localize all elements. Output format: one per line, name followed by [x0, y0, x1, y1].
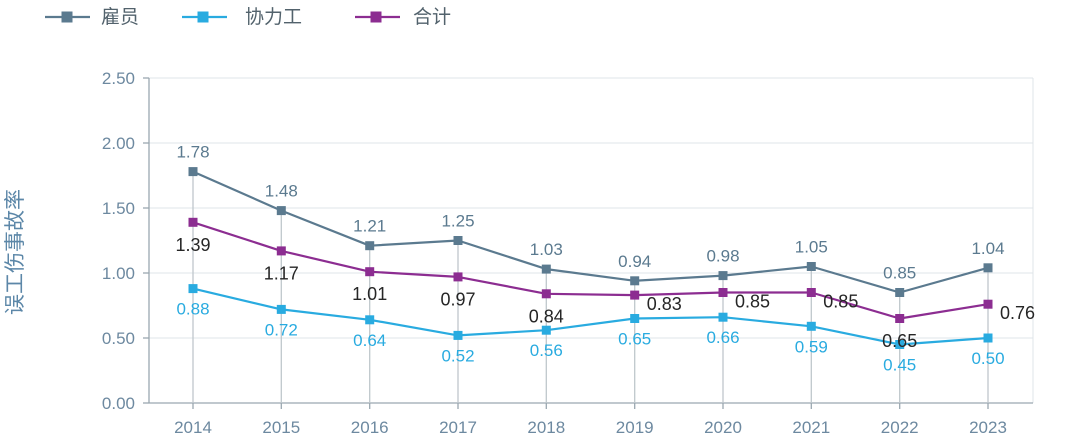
svg-text:雇员: 雇员 — [101, 6, 139, 28]
svg-text:2018: 2018 — [527, 418, 565, 437]
svg-text:2014: 2014 — [174, 418, 212, 437]
svg-text:1.25: 1.25 — [441, 212, 474, 231]
svg-text:2016: 2016 — [351, 418, 389, 437]
svg-text:0.76: 0.76 — [1000, 303, 1035, 323]
svg-text:0.88: 0.88 — [176, 300, 209, 319]
svg-text:2022: 2022 — [881, 418, 919, 437]
svg-text:0.52: 0.52 — [441, 346, 474, 365]
svg-text:2.50: 2.50 — [102, 69, 135, 88]
svg-text:1.03: 1.03 — [530, 240, 563, 259]
svg-text:0.59: 0.59 — [795, 337, 828, 356]
svg-text:0.45: 0.45 — [883, 356, 916, 375]
svg-text:1.05: 1.05 — [795, 238, 828, 257]
svg-text:2019: 2019 — [616, 418, 654, 437]
svg-text:0.65: 0.65 — [882, 331, 917, 351]
svg-text:0.85: 0.85 — [823, 292, 858, 312]
svg-text:0.50: 0.50 — [971, 349, 1004, 368]
svg-text:2020: 2020 — [704, 418, 742, 437]
svg-text:0.50: 0.50 — [102, 329, 135, 348]
svg-text:1.39: 1.39 — [175, 235, 210, 255]
svg-text:0.66: 0.66 — [706, 328, 739, 347]
svg-text:合计: 合计 — [413, 6, 451, 28]
svg-text:1.00: 1.00 — [102, 264, 135, 283]
svg-text:2015: 2015 — [262, 418, 300, 437]
svg-text:0.72: 0.72 — [265, 320, 298, 339]
svg-text:2.00: 2.00 — [102, 134, 135, 153]
svg-text:1.48: 1.48 — [265, 182, 298, 201]
svg-text:1.17: 1.17 — [264, 263, 299, 283]
svg-text:2021: 2021 — [792, 418, 830, 437]
svg-text:0.56: 0.56 — [530, 341, 563, 360]
svg-text:1.50: 1.50 — [102, 199, 135, 218]
svg-text:1.21: 1.21 — [353, 217, 386, 236]
svg-text:1.04: 1.04 — [971, 239, 1004, 258]
svg-text:2023: 2023 — [969, 418, 1007, 437]
svg-text:2017: 2017 — [439, 418, 477, 437]
svg-text:误工伤事故率: 误工伤事故率 — [4, 189, 27, 315]
svg-text:0.94: 0.94 — [618, 252, 651, 271]
svg-text:1.78: 1.78 — [176, 143, 209, 162]
svg-text:0.00: 0.00 — [102, 394, 135, 413]
svg-text:协力工: 协力工 — [245, 6, 302, 28]
svg-text:0.85: 0.85 — [883, 264, 916, 283]
svg-text:0.64: 0.64 — [353, 331, 386, 350]
svg-text:0.83: 0.83 — [647, 294, 682, 314]
svg-text:0.84: 0.84 — [529, 306, 564, 326]
svg-text:1.01: 1.01 — [352, 284, 387, 304]
svg-text:0.65: 0.65 — [618, 330, 651, 349]
svg-text:0.85: 0.85 — [735, 292, 770, 312]
svg-text:0.97: 0.97 — [440, 289, 475, 309]
svg-text:0.98: 0.98 — [706, 247, 739, 266]
